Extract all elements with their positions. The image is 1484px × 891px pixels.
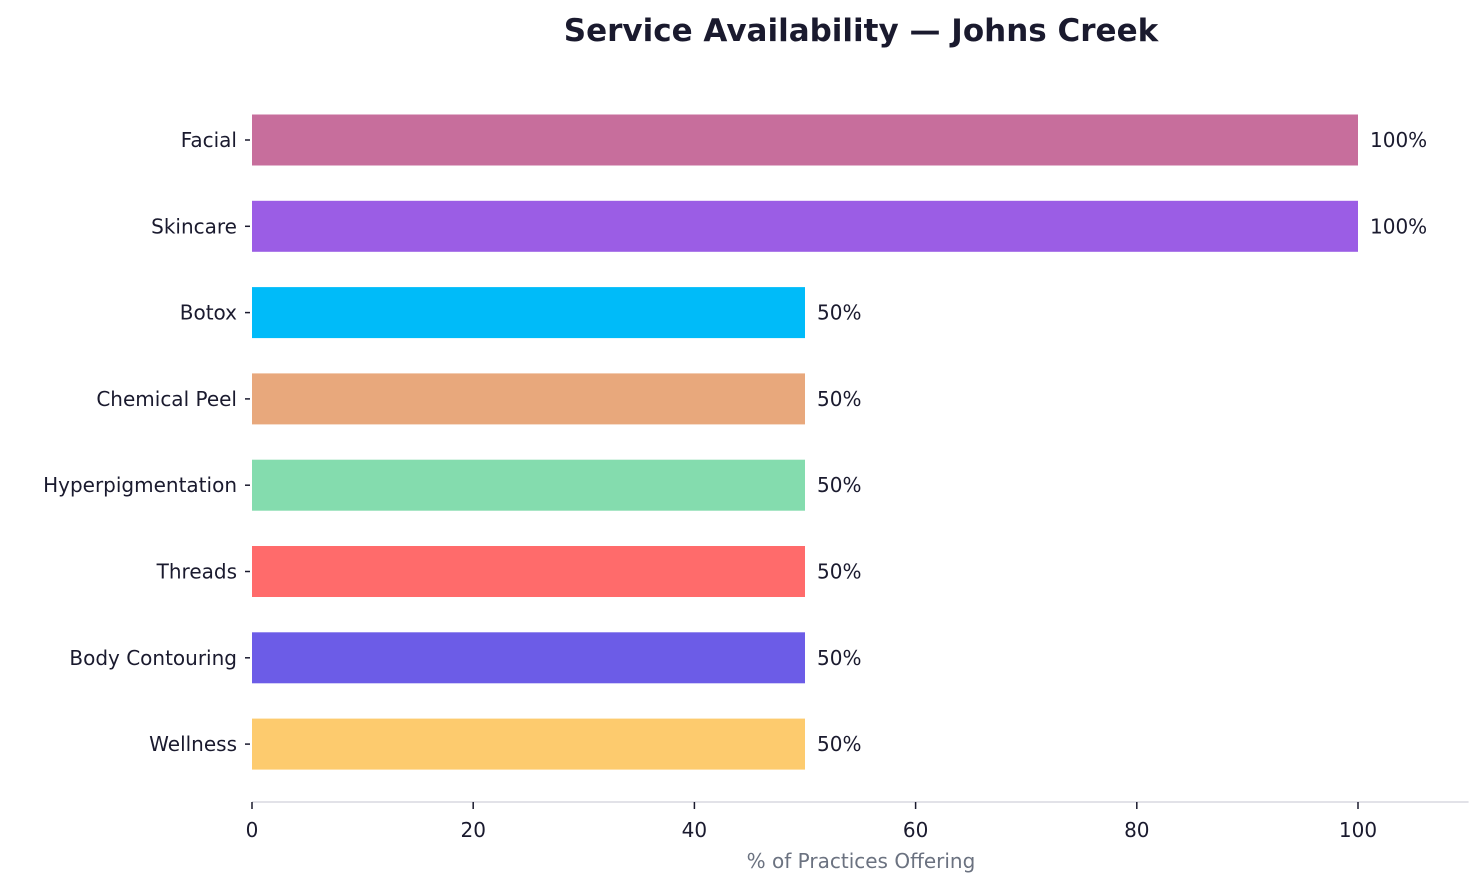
x-axis: 0 20 40 60 80 100 xyxy=(246,801,1469,842)
x-tick-label: 40 xyxy=(682,818,707,842)
y-tick-label: Threads xyxy=(156,560,237,584)
y-tick-label: Facial xyxy=(181,128,237,152)
data-label: 50% xyxy=(817,560,861,584)
x-axis-label: % of Practices Offering xyxy=(747,849,976,873)
bar-skincare xyxy=(252,200,1358,252)
y-tick-label: Body Contouring xyxy=(69,646,237,670)
data-label: 100% xyxy=(1370,214,1427,238)
bar-botox xyxy=(252,287,805,339)
x-tick-label: 80 xyxy=(1124,818,1149,842)
bar-chemical-peel xyxy=(252,373,805,425)
bar-body-contouring xyxy=(252,632,805,684)
y-tick-label: Wellness xyxy=(149,732,237,756)
x-tick-label: 100 xyxy=(1339,818,1377,842)
x-tick-label: 20 xyxy=(460,818,485,842)
bar-facial xyxy=(252,114,1358,166)
data-label: 50% xyxy=(817,301,861,325)
bars-group: Facial 100% Skincare 100% Botox 50% Chemical P… xyxy=(43,114,1427,770)
chart-title: Service Availability — Johns Creek xyxy=(564,13,1160,49)
y-tick-label: Hyperpigmentation xyxy=(43,473,237,497)
x-tick-label: 60 xyxy=(903,818,928,842)
y-tick-label: Skincare xyxy=(151,214,237,238)
bar-wellness xyxy=(252,718,805,770)
data-label: 50% xyxy=(817,387,861,411)
y-tick-label: Botox xyxy=(180,301,237,325)
bar-hyperpigmentation xyxy=(252,459,805,511)
data-label: 50% xyxy=(817,473,861,497)
data-label: 50% xyxy=(817,646,861,670)
x-tick-label: 0 xyxy=(246,818,259,842)
data-label: 100% xyxy=(1370,128,1427,152)
data-label: 50% xyxy=(817,732,861,756)
bar-threads xyxy=(252,546,805,597)
y-tick-label: Chemical Peel xyxy=(96,387,237,411)
